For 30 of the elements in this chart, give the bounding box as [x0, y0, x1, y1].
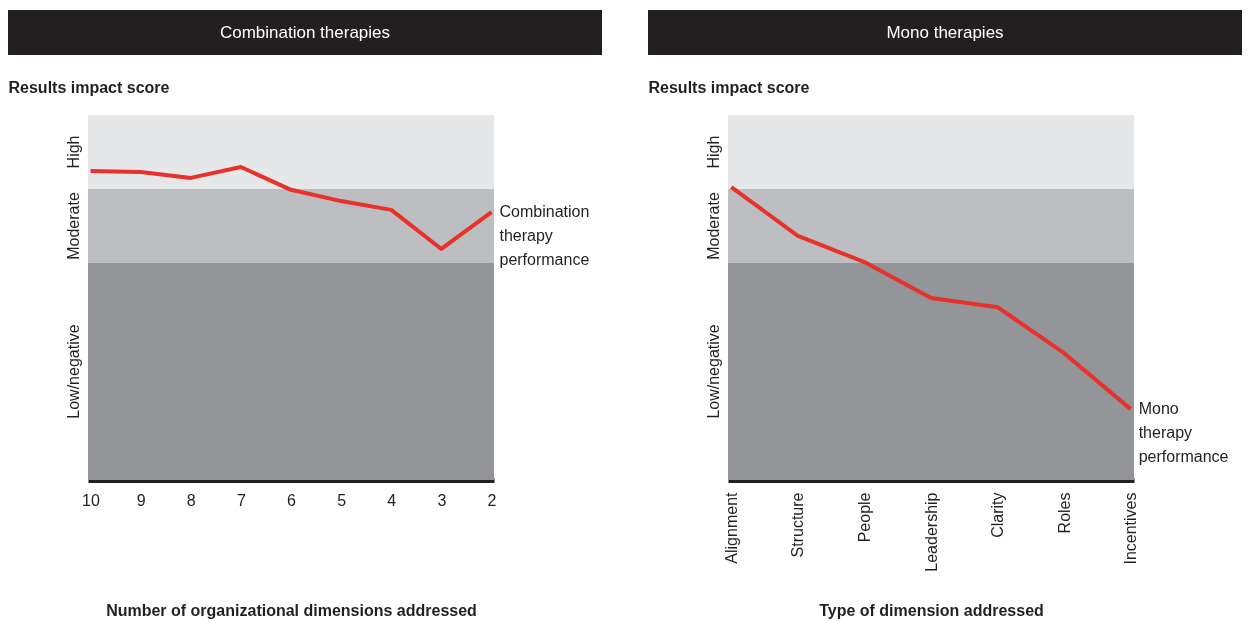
x-axis-title: Type of dimension addressed [819, 601, 1044, 619]
x-tick-label: Structure [789, 492, 807, 558]
x-tick-label: 4 [387, 491, 397, 509]
band-label: Moderate [705, 192, 722, 260]
x-tick-label: 9 [136, 491, 146, 509]
chart-title: Combination therapies [8, 10, 602, 55]
band-label: Low/negative [65, 324, 82, 419]
x-tick-label: 5 [337, 491, 347, 509]
band-label: High [65, 135, 82, 169]
x-tick-label: 7 [236, 491, 246, 509]
x-tick-label: Alignment [722, 491, 740, 564]
x-tick-label: Clarity [989, 492, 1007, 538]
x-axis-title: Number of organizational dimensions addressed [106, 601, 477, 619]
chart-title: Mono therapies [648, 10, 1242, 55]
x-tick-label: People [855, 492, 873, 543]
x-tick-label: Incentives [1122, 492, 1140, 565]
x-tick-label: 3 [437, 491, 447, 509]
y-axis-title: Results impact score [8, 78, 170, 96]
x-tick-label: 8 [186, 491, 196, 509]
x-tick-label: Roles [1055, 492, 1073, 534]
annotation: Mono therapy performance [1138, 400, 1229, 466]
x-tick-label: 2 [487, 491, 497, 509]
x-tick-label: Leadership [922, 492, 940, 572]
x-tick-label: 6 [287, 491, 297, 509]
band-label: Moderate [65, 192, 82, 260]
annotation: Combination therapy performance [499, 203, 590, 269]
band-label: Low/negative [705, 324, 722, 419]
y-axis-title: Results impact score [648, 78, 810, 96]
x-tick-label: 10 [82, 491, 101, 509]
band-label: High [705, 135, 722, 169]
